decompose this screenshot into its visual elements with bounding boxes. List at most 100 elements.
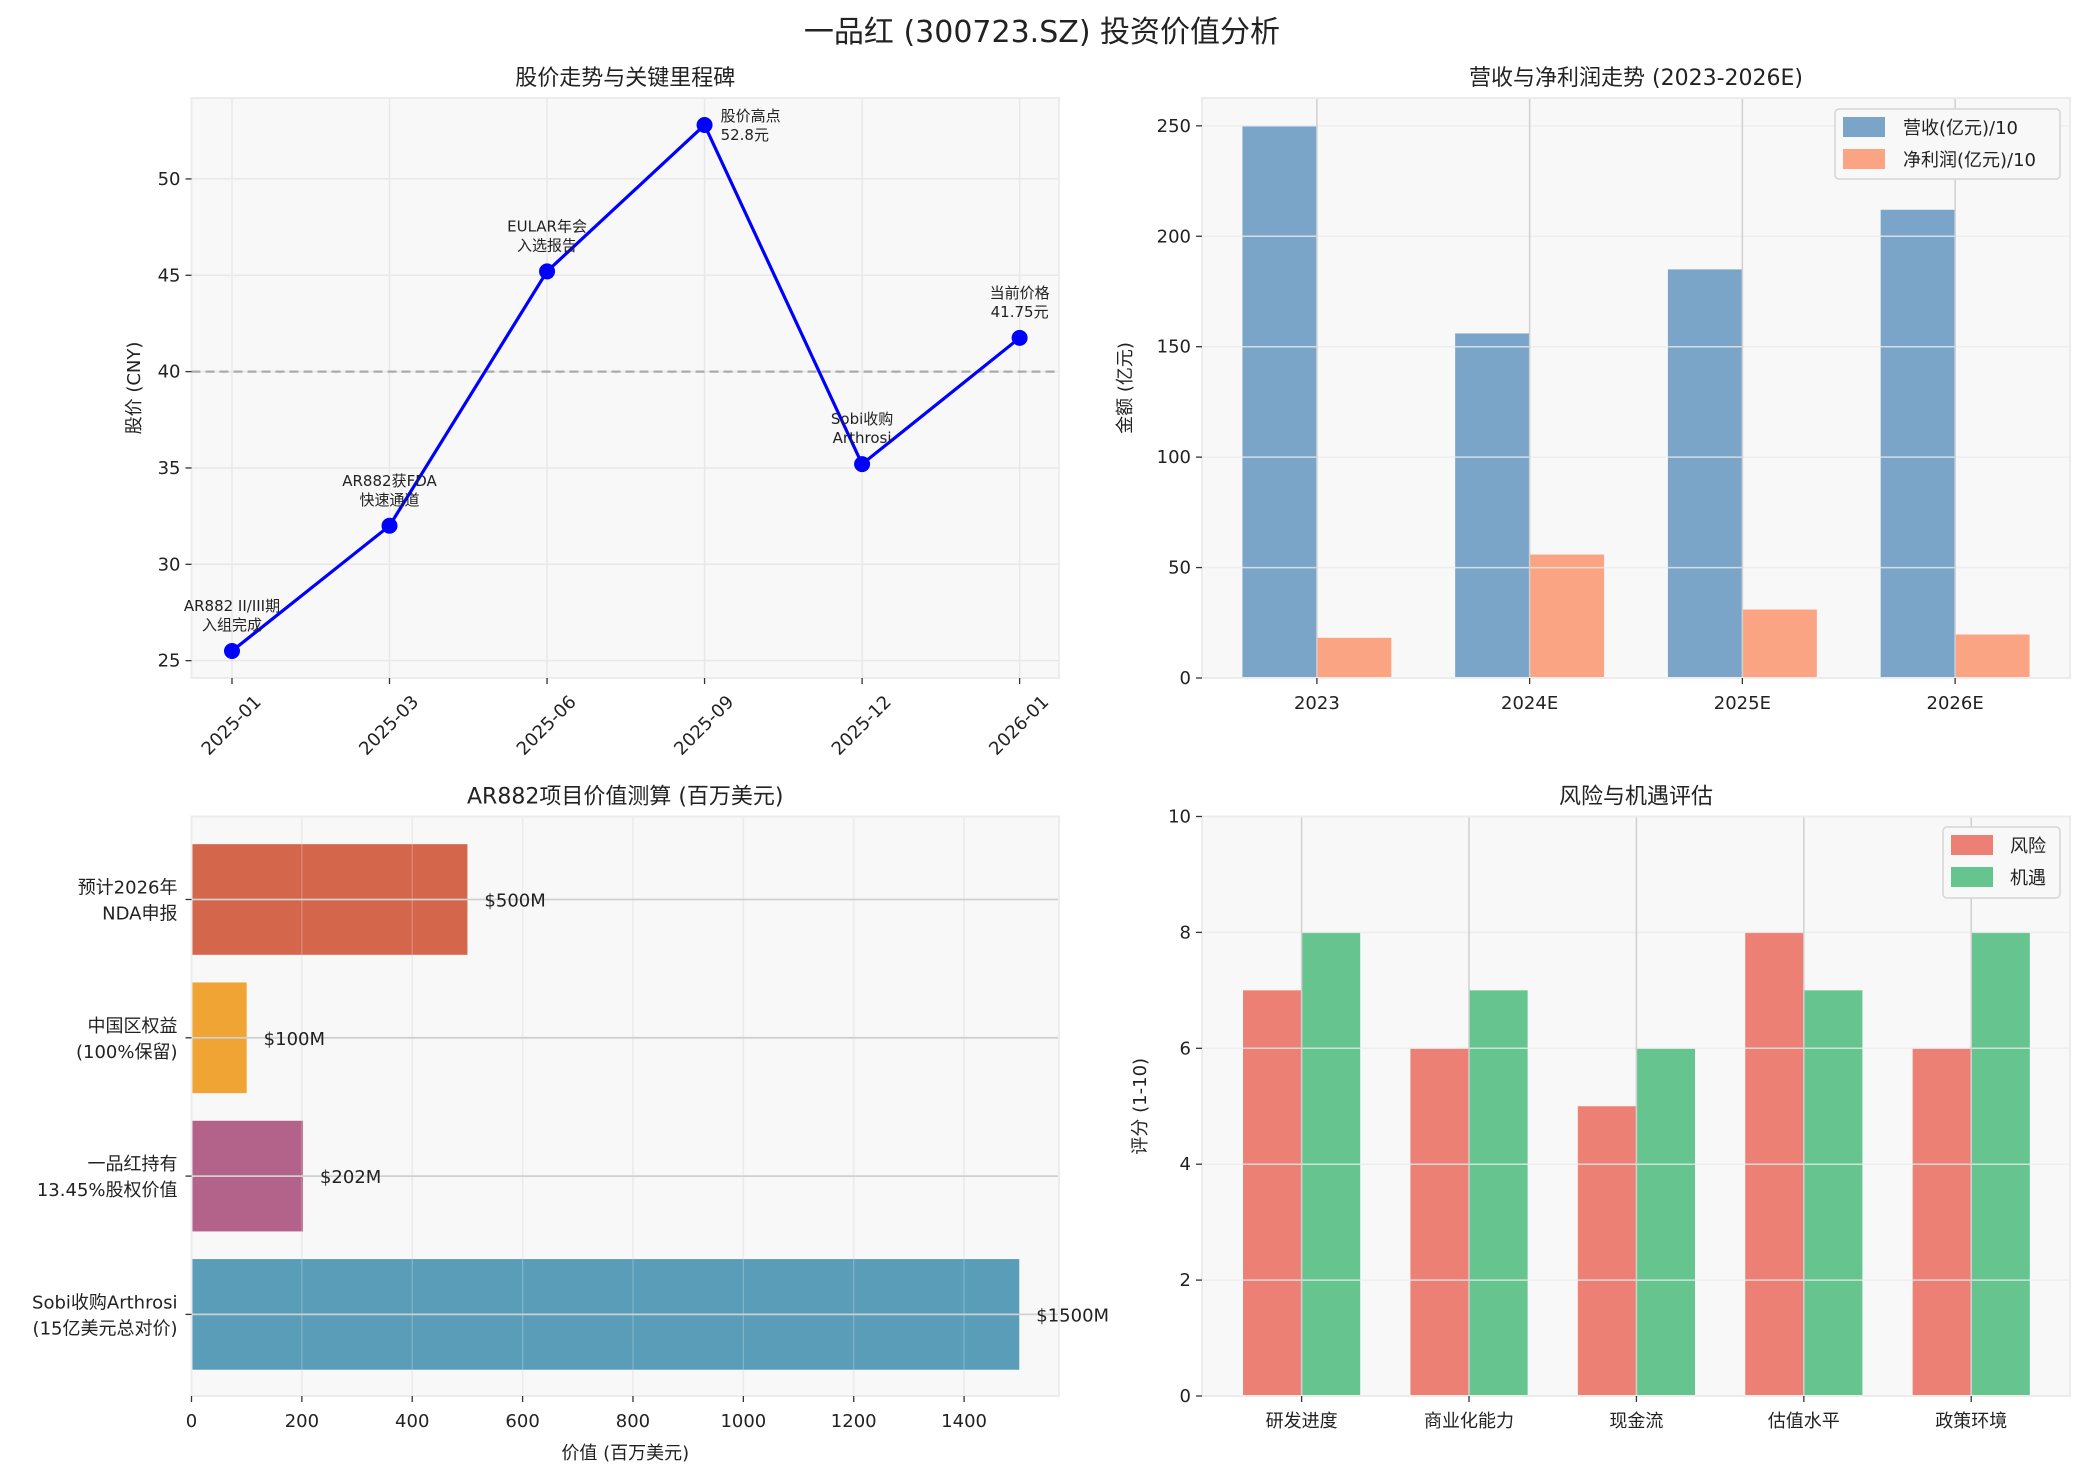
x-tick-label: 1200 [831,1411,877,1432]
ar882-value-chart: $1500M Sobi收购Arthrosi (15亿美元总对价) $202M 一品红持有… [32,785,1109,1465]
x-tick-label: 2025E [1714,693,1771,714]
bar-series-1 [1912,1048,1972,1396]
bar-series-1 [1243,990,1302,1396]
x-axis-label: 价值 (百万美元) [561,1443,689,1464]
y-axis-label: 金额 (亿元) [1115,342,1136,434]
y-tick-label: 250 [1157,116,1191,137]
y-tick-label: 0 [1180,668,1191,689]
point-annotation: 41.75元 [991,303,1049,321]
bar-value-label: $202M [320,1167,381,1188]
x-tick-label: 2023 [1294,693,1340,714]
y-tick-label: 50 [158,169,181,190]
y-tick-label: 2 [1180,1270,1191,1291]
legend-swatch [1843,117,1885,137]
axes-frame [190,97,1060,679]
point-annotation: Sobi收购 [831,410,893,428]
point-annotation: AR882获FDA [342,472,437,490]
y-tick-label: 150 [1157,337,1191,358]
price-line [230,122,1021,653]
x-tick-label: 2025-09 [670,692,738,760]
x-tick-label: 2025-03 [355,692,423,760]
legend-swatch [1843,149,1885,169]
y-tick-label: 45 [158,265,181,286]
y-tick-label: 200 [1157,226,1191,247]
price-point [223,643,240,660]
point-annotation: 52.8元 [721,126,769,144]
bar-series-2 [1955,634,2030,678]
bar-series-1 [1667,269,1743,678]
legend-swatch [1951,835,1993,855]
bar-series-2 [1529,554,1605,678]
legend-label: 机遇 [2010,868,2046,889]
y-tick-label: 40 [158,362,181,383]
y-tick-label: 50 [1168,558,1191,579]
bar-value-label: $500M [484,890,545,911]
chart-title: AR882项目价值测算 (百万美元) [467,785,784,810]
plot-area [191,98,1059,678]
x-tick-label: 2024E [1501,693,1558,714]
y-tick-label: 中国区权益 [88,1016,178,1037]
x-tick-label: 400 [395,1411,429,1432]
x-tick-label: 600 [505,1411,539,1432]
point-annotation: EULAR年会 [507,217,587,235]
bar-series-1 [1880,209,1956,678]
y-tick-label: 25 [158,651,181,672]
x-tick-label: 2026E [1927,693,1984,714]
point-annotation: 当前价格 [990,284,1050,302]
bar-series-2 [1742,609,1817,678]
bar-series-2 [1469,990,1528,1396]
y-tick-label: 一品红持有 [88,1154,178,1175]
price-point [1011,329,1028,346]
bar-series-1 [1410,1048,1470,1396]
y-axis-label: 股价 (CNY) [124,342,145,435]
y-axis-label: 评分 (1-10) [1130,1058,1151,1155]
y-tick-label: Sobi收购Arthrosi [32,1292,177,1313]
y-tick-label: (15亿美元总对价) [33,1318,178,1339]
y-tick-label: 4 [1180,1154,1191,1175]
x-tick-label: 1400 [941,1411,987,1432]
y-tick-label: 100 [1157,447,1191,468]
x-tick-label: 政策环境 [1935,1411,2007,1432]
y-tick-label: 30 [158,554,181,575]
bar-value-label: $1500M [1036,1305,1109,1326]
bar-series-1 [1577,1106,1637,1396]
y-tick-label: 预计2026年 [78,877,178,898]
price-point [381,517,398,534]
bar-series-2 [1636,1048,1696,1396]
chart-title: 风险与机遇评估 [1559,785,1713,810]
risk-opportunity-chart: 研发进度 商业化能力 现金流 估值水平 政策环境 0 2 4 6 8 10 评分 (1-10) 风险与机… [1130,785,2071,1432]
x-tick-label: 2025-01 [198,692,266,760]
point-annotation: 入选报告 [517,236,577,254]
legend-box [1834,108,2061,180]
y-tick-label: NDA申报 [102,903,177,924]
y-tick-label: 10 [1168,807,1191,828]
price-point [539,263,556,280]
y-tick-label: 35 [158,458,181,479]
x-tick-label: 现金流 [1609,1411,1663,1432]
bar-series-2 [1803,990,1863,1396]
x-tick-label: 2026-01 [985,692,1053,760]
y-tick-label: 6 [1180,1038,1191,1059]
x-tick-label: 估值水平 [1768,1411,1840,1432]
x-tick-label: 200 [285,1411,319,1432]
chart-title: 股价走势与关键里程碑 [515,66,735,91]
y-tick-label: 0 [1180,1386,1191,1407]
x-tick-label: 0 [186,1411,197,1432]
revenue-profit-chart: 2023 2024E 2025E 2026E 0 50 100 150 200 250 金额 (亿元… [1115,66,2071,714]
price-point [854,456,871,473]
x-tick-label: 2025-06 [513,692,581,760]
x-tick-label: 研发进度 [1266,1411,1338,1432]
x-tick-label: 2025-12 [828,692,896,760]
x-tick-label: 800 [616,1411,650,1432]
point-annotation: 快速通道 [360,491,420,509]
legend-swatch [1951,867,1993,887]
axes-frame [190,815,1060,1397]
x-tick-label: 商业化能力 [1424,1411,1514,1432]
y-tick-label: (100%保留) [76,1042,178,1063]
axes-frame [1201,97,2071,679]
legend-label: 净利润(亿元)/10 [1903,150,2036,171]
